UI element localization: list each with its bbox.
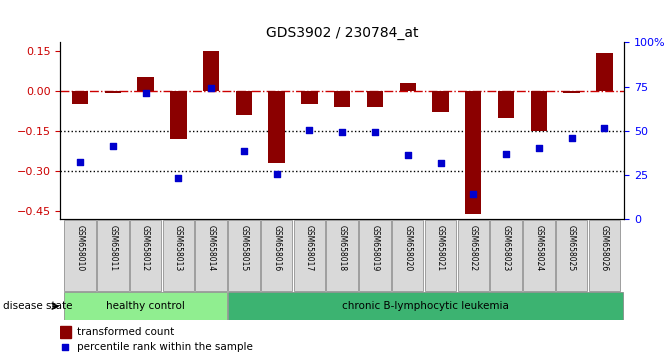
Bar: [432, 91, 449, 112]
Point: [370, 130, 380, 135]
Point: [60, 344, 71, 350]
Bar: [498, 91, 514, 118]
Text: GSM658017: GSM658017: [305, 225, 314, 272]
Bar: [556, 220, 587, 291]
Point: [533, 145, 544, 151]
Text: chronic B-lymphocytic leukemia: chronic B-lymphocytic leukemia: [342, 301, 509, 311]
Bar: [162, 220, 194, 291]
Text: GSM658010: GSM658010: [76, 225, 85, 272]
Bar: [327, 220, 358, 291]
Bar: [596, 53, 613, 91]
Point: [566, 135, 577, 141]
Bar: [195, 220, 227, 291]
Text: healthy control: healthy control: [106, 301, 185, 311]
Text: percentile rank within the sample: percentile rank within the sample: [77, 342, 253, 352]
Text: transformed count: transformed count: [77, 327, 174, 337]
Bar: [359, 220, 391, 291]
Text: GSM658022: GSM658022: [469, 225, 478, 272]
Bar: [399, 83, 416, 91]
Bar: [203, 51, 219, 91]
Text: GSM658024: GSM658024: [534, 225, 544, 272]
Point: [468, 191, 478, 197]
Text: GSM658015: GSM658015: [240, 225, 248, 272]
Point: [304, 127, 315, 132]
Bar: [130, 220, 161, 291]
Text: GSM658016: GSM658016: [272, 225, 281, 272]
Point: [140, 91, 151, 96]
Bar: [334, 91, 350, 107]
Point: [337, 130, 348, 135]
Point: [435, 160, 446, 166]
Bar: [294, 220, 325, 291]
Point: [173, 175, 184, 181]
Text: GSM658026: GSM658026: [600, 225, 609, 272]
Point: [599, 125, 610, 131]
Point: [107, 143, 118, 149]
Text: GSM658011: GSM658011: [108, 225, 117, 272]
Bar: [138, 77, 154, 91]
Point: [74, 159, 85, 165]
Point: [271, 171, 282, 177]
Bar: [97, 220, 129, 291]
Bar: [392, 220, 423, 291]
Text: GSM658014: GSM658014: [207, 225, 215, 272]
Bar: [564, 91, 580, 93]
Text: disease state: disease state: [3, 301, 73, 311]
Bar: [465, 91, 482, 214]
Text: GSM658025: GSM658025: [567, 225, 576, 272]
Point: [501, 151, 511, 156]
Text: GSM658023: GSM658023: [501, 225, 511, 272]
Bar: [170, 91, 187, 139]
Text: GSM658012: GSM658012: [141, 225, 150, 272]
Point: [206, 85, 217, 91]
Point: [238, 148, 249, 154]
Text: GSM658018: GSM658018: [338, 225, 347, 272]
Text: GSM658021: GSM658021: [436, 225, 445, 272]
Title: GDS3902 / 230784_at: GDS3902 / 230784_at: [266, 26, 419, 40]
Bar: [458, 220, 489, 291]
Bar: [72, 91, 89, 104]
Bar: [268, 91, 285, 163]
Bar: [588, 220, 620, 291]
Bar: [60, 326, 70, 338]
Point: [403, 152, 413, 158]
Bar: [105, 91, 121, 93]
Text: GSM658013: GSM658013: [174, 225, 183, 272]
Bar: [236, 91, 252, 115]
Bar: [228, 220, 260, 291]
Text: GSM658019: GSM658019: [370, 225, 380, 272]
Bar: [228, 292, 623, 320]
Bar: [425, 220, 456, 291]
Bar: [367, 91, 383, 107]
Bar: [523, 220, 554, 291]
Bar: [64, 292, 227, 320]
Bar: [64, 220, 96, 291]
Bar: [531, 91, 547, 131]
Bar: [261, 220, 293, 291]
Bar: [491, 220, 522, 291]
Text: GSM658020: GSM658020: [403, 225, 412, 272]
Bar: [301, 91, 317, 104]
